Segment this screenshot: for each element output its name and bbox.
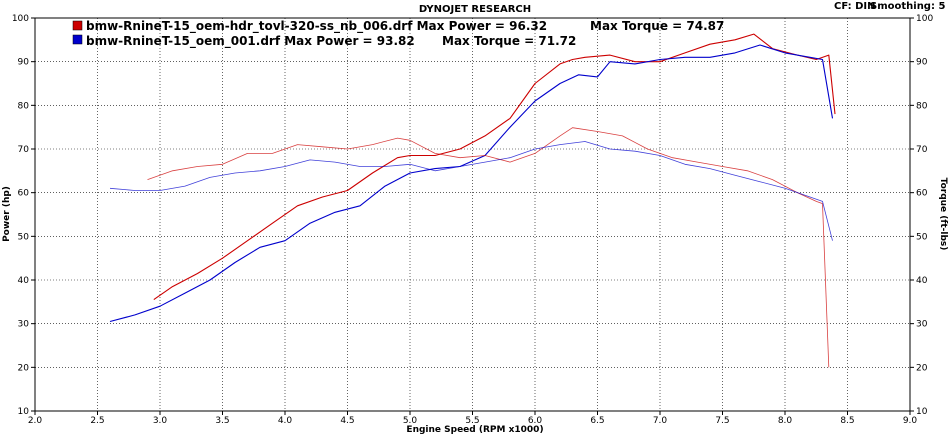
series-layer [109,33,836,368]
legend-swatch-red [72,20,83,31]
legend-torque-blue: Max Torque = 71.72 [442,34,576,48]
y-right-tick-label: 80 [916,101,928,111]
y-left-tick-label: 100 [12,14,29,24]
y-left-tick-label: 70 [18,145,30,155]
x-tick-label: 6.5 [590,416,604,426]
y-right-tick-label: 90 [916,58,928,68]
legend-label-red: bmw-RnineT-15_oem-hdr_tovl-320-ss_nb_006… [86,19,547,34]
y-axis-right-ticks: 10 20 30 40 50 60 70 80 90 100 [910,14,933,417]
y-axis-left-label: Power (hp) [2,186,12,242]
y-right-tick-label: 40 [916,276,928,286]
blue-torque-line [109,141,833,241]
x-tick-label: 3.5 [215,416,229,426]
x-axis-label: Engine Speed (RPM x1000) [406,425,543,434]
y-left-tick-label: 80 [18,101,30,111]
x-axis-ticks: 2.0 2.5 3.0 3.5 4.0 4.5 5.0 5.5 6.0 6.5 7.0 7.5 8.0 8… [28,411,918,426]
y-left-tick-label: 90 [18,58,30,68]
y-left-tick-label: 10 [18,407,30,417]
x-tick-label: 7.5 [715,416,729,426]
red-power-line [153,33,836,301]
y-right-tick-label: 100 [916,14,933,24]
x-tick-label: 7.0 [653,416,668,426]
x-tick-label: 4.0 [278,416,293,426]
smoothing-label: Smoothing: 5 [870,1,945,12]
blue-power-line [109,44,834,323]
y-left-tick-label: 60 [18,189,30,199]
y-right-tick-label: 20 [916,363,928,373]
chart-title: DYNOJET RESEARCH [419,4,531,15]
y-right-tick-label: 60 [916,189,928,199]
x-tick-label: 3.0 [153,416,168,426]
x-tick-label: 5.0 [403,416,418,426]
x-tick-label: 5.5 [465,416,479,426]
y-left-tick-label: 50 [18,232,30,242]
x-tick-label: 9.0 [903,416,918,426]
x-tick-label: 2.0 [28,416,43,426]
y-right-tick-label: 70 [916,145,928,155]
y-right-tick-label: 50 [916,232,928,242]
x-tick-label: 2.5 [90,416,104,426]
legend-label-blue: bmw-RnineT-15_oem_001.drf Max Power = 93… [86,34,415,49]
y-left-tick-label: 30 [18,320,30,330]
red-torque-line [147,127,830,368]
legend: bmw-RnineT-15_oem-hdr_tovl-320-ss_nb_006… [72,19,724,49]
y-left-tick-label: 20 [18,363,30,373]
legend-swatch-blue [72,34,83,45]
y-axis-left-ticks: 10 20 30 40 50 60 70 80 90 100 [12,14,35,417]
y-left-tick-label: 40 [18,276,30,286]
y-right-tick-label: 10 [916,407,928,417]
x-tick-label: 4.5 [340,416,354,426]
y-right-tick-label: 30 [916,320,928,330]
cf-label: CF: DIN [834,1,876,12]
y-axis-right-label: Torque (ft-lbs) [938,178,948,251]
legend-torque-red: Max Torque = 74.87 [590,19,724,33]
x-tick-label: 6.0 [528,416,543,426]
x-tick-label: 8.0 [778,416,793,426]
x-tick-label: 8.5 [840,416,854,426]
